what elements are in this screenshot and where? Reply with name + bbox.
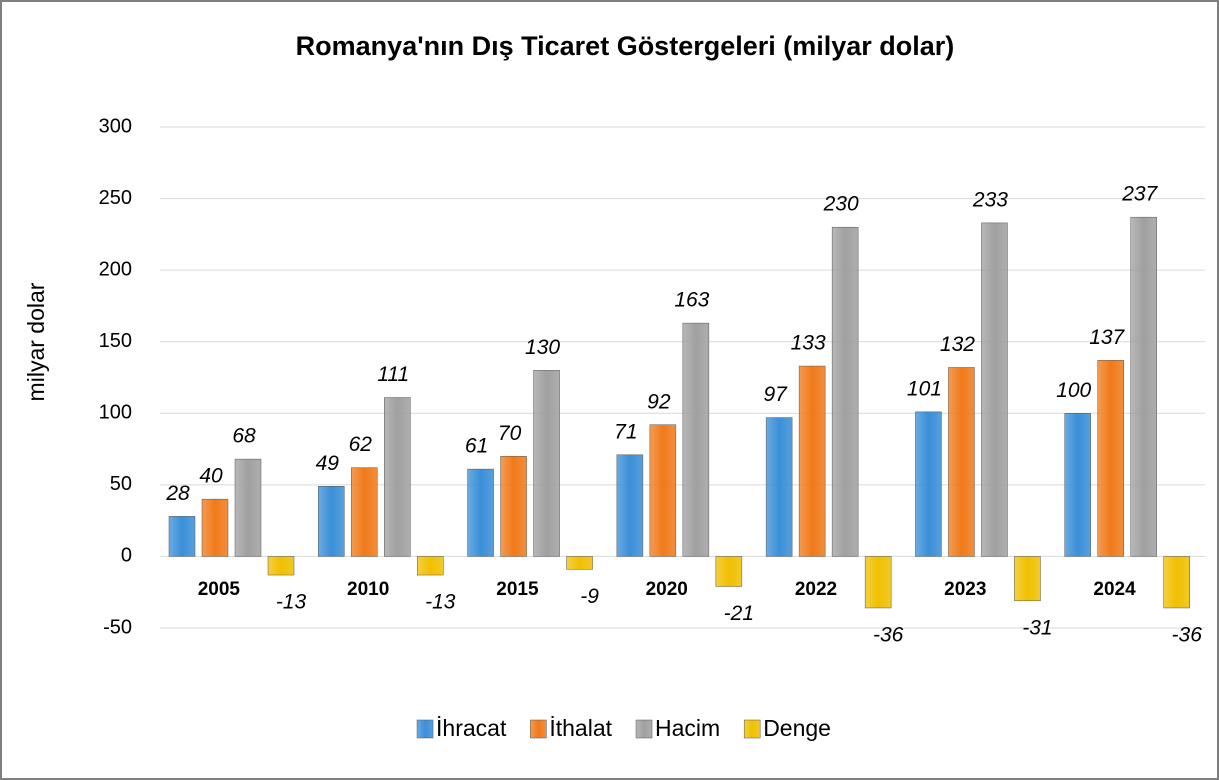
data-label: 97	[763, 383, 788, 406]
data-label: -13	[425, 591, 456, 614]
bar	[649, 424, 677, 557]
data-label: 40	[199, 465, 223, 488]
data-label: 163	[674, 289, 709, 312]
data-label: 101	[907, 377, 942, 400]
bar	[948, 367, 975, 557]
bar	[1163, 556, 1190, 609]
data-label: 71	[614, 420, 637, 443]
x-tick-label: 2010	[347, 579, 389, 600]
legend-swatch	[743, 719, 761, 739]
data-label: 92	[647, 390, 671, 413]
y-tick-label: 250	[99, 187, 132, 209]
bar	[351, 467, 378, 557]
legend-label: Denge	[763, 715, 831, 741]
bar	[201, 498, 229, 557]
bar	[417, 556, 444, 576]
data-label: -36	[873, 624, 904, 647]
data-label: 100	[1056, 379, 1091, 402]
data-label: 49	[316, 452, 340, 475]
bar	[168, 516, 196, 557]
bar	[765, 417, 793, 557]
bar	[500, 455, 527, 557]
x-tick-label: 2024	[1093, 579, 1136, 600]
bar	[1064, 413, 1091, 557]
data-label: 237	[1121, 183, 1158, 206]
bar	[267, 556, 295, 576]
data-label: -9	[580, 585, 599, 608]
bar	[831, 226, 859, 557]
data-label: 61	[465, 435, 488, 458]
data-label: -21	[724, 602, 754, 625]
data-label: 132	[940, 333, 975, 356]
bar	[864, 556, 892, 609]
y-tick-label: -50	[103, 616, 132, 638]
legend-swatch	[416, 719, 434, 739]
bar	[467, 468, 494, 557]
legend: İhracat İthalat Hacim Denge	[416, 715, 831, 741]
y-axis-label: milyar dolar	[23, 282, 49, 401]
data-label: 233	[972, 188, 1008, 211]
data-label: 137	[1089, 326, 1125, 349]
bar	[616, 454, 644, 557]
bar	[566, 556, 593, 570]
y-tick-label: 50	[110, 473, 132, 495]
bar	[1014, 556, 1041, 602]
data-label: 70	[498, 422, 522, 445]
data-label: 133	[791, 332, 826, 355]
y-tick-label: 150	[99, 330, 132, 352]
bar	[981, 222, 1008, 557]
data-label: 130	[525, 336, 560, 359]
bar	[234, 458, 262, 557]
bar	[318, 486, 345, 557]
data-label: 28	[165, 482, 190, 505]
legend-label: İthalat	[549, 715, 612, 741]
y-tick-label: 300	[99, 115, 132, 137]
data-label: -36	[1172, 624, 1203, 647]
data-label: 68	[232, 425, 256, 448]
data-label: 111	[377, 363, 409, 386]
chart-title: Romanya'nın Dış Ticaret Göstergeleri (mi…	[296, 31, 955, 61]
y-tick-label: 0	[121, 545, 132, 567]
y-tick-label: 100	[99, 402, 132, 424]
bar	[798, 365, 826, 557]
y-tick-label: 200	[99, 258, 132, 280]
bar	[915, 411, 942, 557]
x-tick-label: 2005	[198, 579, 241, 600]
legend-label: İhracat	[436, 715, 507, 741]
x-tick-label: 2020	[646, 579, 688, 600]
bar	[1130, 216, 1157, 557]
data-label: 62	[349, 433, 373, 456]
bar	[1097, 360, 1124, 557]
data-label: -13	[276, 591, 307, 614]
x-tick-label: 2015	[496, 579, 539, 600]
data-label: -31	[1022, 616, 1052, 639]
bar	[682, 322, 710, 557]
x-tick-label: 2022	[795, 579, 837, 600]
data-label: 230	[823, 193, 859, 216]
bar	[384, 397, 411, 557]
legend-swatch	[635, 719, 653, 739]
legend-swatch	[530, 719, 547, 739]
legend-label: Hacim	[655, 715, 720, 741]
x-tick-label: 2023	[944, 579, 986, 600]
bar	[533, 370, 560, 557]
bar	[715, 556, 743, 587]
